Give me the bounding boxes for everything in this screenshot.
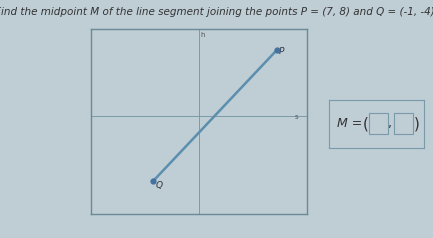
Text: ,: , bbox=[388, 117, 392, 130]
Text: Q: Q bbox=[156, 181, 163, 190]
Text: M =: M = bbox=[337, 117, 362, 130]
FancyBboxPatch shape bbox=[394, 113, 413, 134]
Text: P: P bbox=[279, 47, 284, 56]
FancyBboxPatch shape bbox=[369, 113, 388, 134]
Text: ): ) bbox=[414, 116, 420, 131]
Text: s: s bbox=[295, 114, 299, 120]
Text: (: ( bbox=[362, 116, 368, 131]
Text: h: h bbox=[201, 32, 205, 38]
Text: Find the midpoint M of the line segment joining the points P = (7, 8) and Q = (-: Find the midpoint M of the line segment … bbox=[0, 7, 433, 17]
